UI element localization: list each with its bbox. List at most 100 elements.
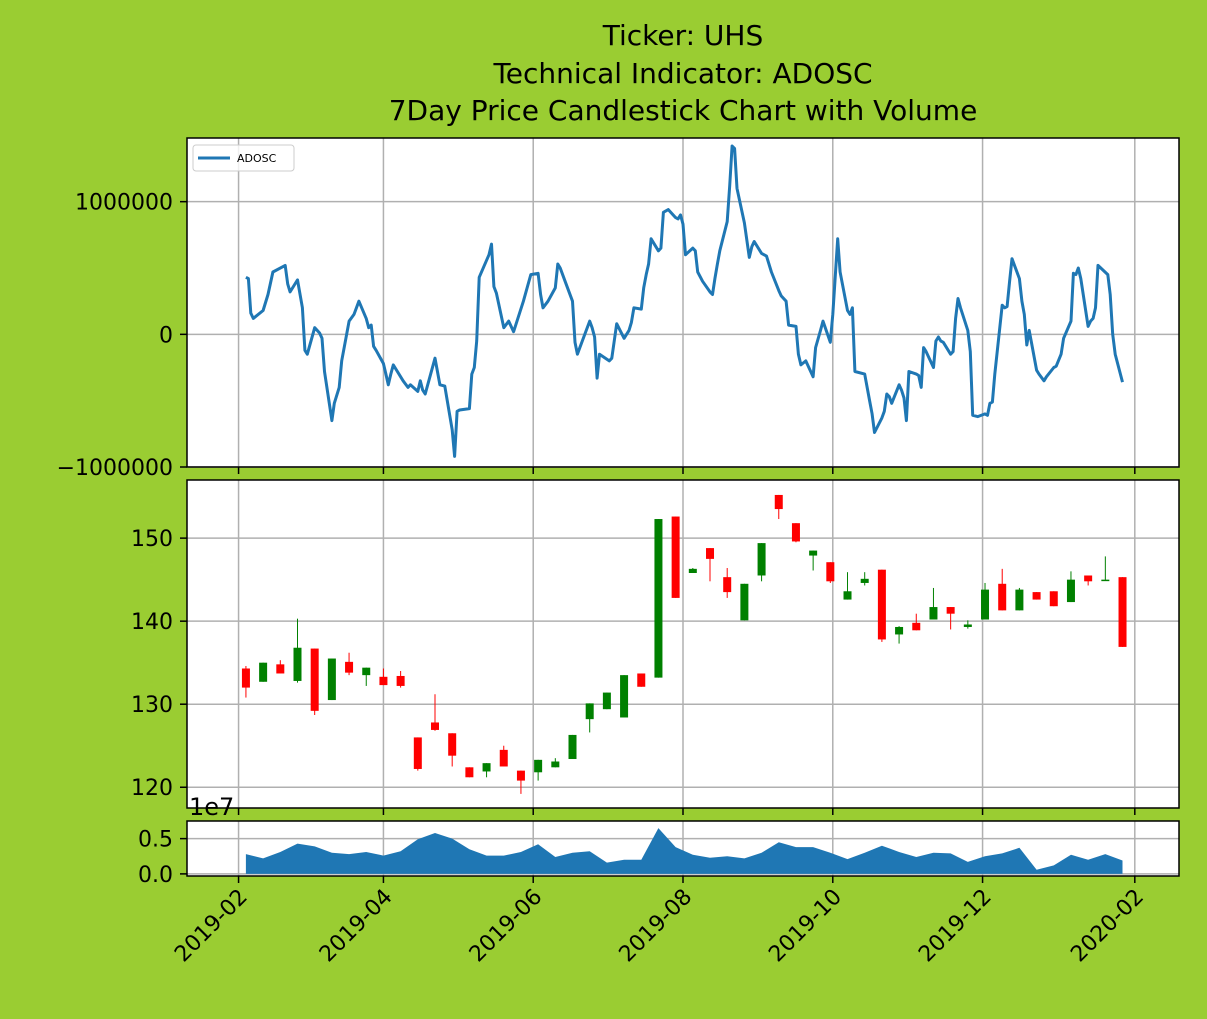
- candle-up: [585, 703, 594, 733]
- candle-down: [413, 737, 422, 771]
- candle-body: [396, 675, 405, 686]
- price-grid: [187, 480, 1179, 808]
- candle-up: [551, 758, 560, 768]
- candle-body: [688, 568, 697, 574]
- candle-body: [981, 589, 990, 620]
- candle-body: [345, 661, 354, 673]
- y-tick-label: 0: [159, 323, 173, 348]
- candle-body: [877, 569, 886, 640]
- candle-body: [448, 733, 457, 756]
- candle-down: [998, 568, 1007, 611]
- candle-body: [998, 583, 1007, 611]
- candle-down: [431, 694, 439, 731]
- y-tick-label: 0.0: [138, 863, 173, 888]
- candle-body: [774, 494, 783, 510]
- x-tick-label: 2019-12: [914, 885, 997, 968]
- candle-up: [568, 734, 577, 760]
- candle-body: [1066, 579, 1075, 603]
- candle-body: [293, 647, 302, 681]
- candle-body: [723, 577, 732, 593]
- y-tick-label: 140: [131, 610, 173, 635]
- candle-body: [259, 662, 268, 682]
- candle-up: [860, 572, 869, 586]
- y-tick-label: 1000000: [75, 191, 173, 216]
- adosc-series-line: [245, 144, 1124, 458]
- volume-panel: 0.00.5 1e7 2019-02 2019-04 2019-06 2019-08 2…: [138, 793, 1180, 967]
- candle-body: [809, 550, 818, 556]
- candle-body: [912, 622, 921, 631]
- candle-up: [809, 550, 818, 571]
- legend: ADOSC: [192, 144, 295, 172]
- candle-body: [1049, 591, 1058, 607]
- candle-up: [1101, 556, 1110, 582]
- candle-down: [499, 745, 508, 767]
- candle-body: [327, 658, 336, 701]
- candle-down: [379, 668, 388, 686]
- x-tick-label: 2019-06: [465, 885, 548, 968]
- candle-body: [379, 676, 388, 686]
- adosc-panel: −1000000 0 1000000 ADOSC: [57, 137, 1180, 481]
- candle-body: [516, 770, 525, 781]
- candle-body: [671, 516, 680, 598]
- candle-body: [843, 591, 852, 600]
- price-y-axis: 120 130 140 150: [131, 527, 187, 801]
- candle-down: [791, 523, 800, 543]
- price-panel: 120 130 140 150: [131, 479, 1180, 815]
- candle-down: [774, 494, 783, 520]
- y-tick-label: 120: [131, 776, 173, 801]
- title-line-1: Ticker: UHS: [602, 19, 764, 52]
- legend-box: [192, 144, 295, 172]
- candle-body: [551, 761, 560, 768]
- candle-up: [981, 582, 990, 620]
- volume-y-axis: 0.00.5: [138, 828, 187, 888]
- candle-body: [1101, 579, 1110, 582]
- candle-down: [276, 660, 285, 674]
- candle-down: [723, 568, 732, 598]
- candle-up: [963, 620, 972, 629]
- candle-up: [293, 618, 302, 683]
- candle-down: [465, 767, 474, 778]
- x-tick-label: 2019-10: [764, 885, 847, 968]
- date-x-axis: 2019-02 2019-04 2019-06 2019-08 2019-10 2019-…: [170, 876, 1149, 967]
- candle-down: [637, 673, 646, 687]
- candle-body: [1032, 592, 1041, 600]
- candle-up: [1015, 587, 1024, 611]
- candle-body: [1015, 589, 1024, 611]
- candle-up: [740, 583, 749, 621]
- candle-body: [963, 624, 972, 627]
- candle-up: [843, 572, 852, 600]
- x-tick-label: 2019-02: [170, 885, 253, 968]
- price-frame: [186, 479, 1180, 809]
- candle-body: [241, 668, 250, 688]
- candle-down: [877, 569, 886, 642]
- chart-title: Ticker: UHS Technical Indicator: ADOSC 7…: [389, 19, 978, 127]
- y-tick-label: 0.5: [138, 828, 173, 853]
- candle-down: [310, 648, 319, 715]
- title-line-3: 7Day Price Candlestick Chart with Volume: [389, 94, 978, 127]
- candle-body: [706, 548, 715, 559]
- candle-body: [276, 664, 285, 674]
- x-tick-label: 2019-04: [315, 885, 398, 968]
- candle-body: [1084, 575, 1093, 582]
- candle-up: [362, 667, 371, 686]
- title-line-2: Technical Indicator: ADOSC: [492, 57, 872, 90]
- price-x-ticks: [237, 808, 1136, 815]
- y-tick-label: 130: [131, 693, 173, 718]
- candle-down: [396, 670, 405, 688]
- candle-down: [241, 666, 250, 698]
- candle-body: [740, 583, 749, 621]
- candle-body: [585, 703, 594, 720]
- candle-body: [826, 562, 835, 582]
- candle-body: [791, 523, 800, 542]
- candle-body: [310, 648, 319, 711]
- candle-down: [1032, 592, 1041, 600]
- candle-body: [637, 673, 646, 687]
- candle-down: [912, 613, 921, 631]
- x-tick-label: 2020-02: [1066, 885, 1149, 968]
- candle-up: [534, 759, 543, 781]
- candle-down: [1084, 575, 1093, 586]
- candle-up: [327, 658, 336, 701]
- candle-up: [602, 692, 611, 710]
- candle-body: [895, 626, 904, 635]
